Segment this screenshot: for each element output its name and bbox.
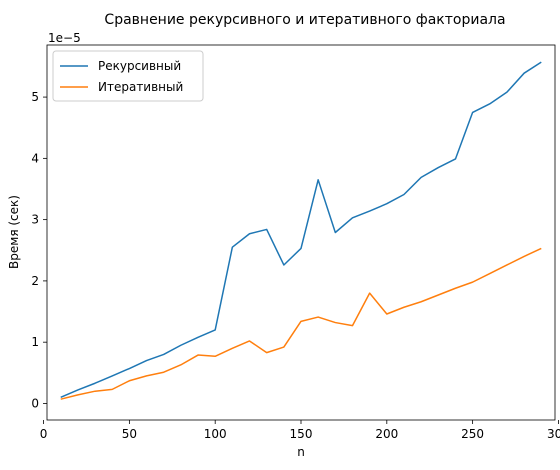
y-tick-label-4: 4 [31,151,39,165]
y-axis-ticks: 0 1 2 3 4 5 [31,90,47,410]
y-offset-label: 1e−5 [48,31,81,45]
legend: Рекурсивный Итеративный [53,51,203,101]
legend-label-iterative: Итеративный [98,80,183,94]
legend-label-recursive: Рекурсивный [98,59,181,73]
y-tick-label-5: 5 [31,90,39,104]
y-tick-label-0: 0 [31,396,39,410]
x-axis-ticks: 0 50 100 150 200 250 300 [40,420,560,441]
x-tick-label-3: 150 [290,427,313,441]
x-tick-label-5: 250 [461,427,484,441]
y-tick-label-2: 2 [31,274,39,288]
x-tick-label-1: 50 [122,427,137,441]
x-tick-label-2: 100 [204,427,227,441]
x-tick-label-4: 200 [375,427,398,441]
y-tick-label-3: 3 [31,213,39,227]
y-axis-label: Время (сек) [7,195,21,269]
x-axis-label: n [297,445,305,459]
chart-title: Сравнение рекурсивного и итеративного фа… [104,12,505,28]
x-tick-label-6: 300 [547,427,560,441]
y-tick-label-1: 1 [31,335,39,349]
x-tick-label-0: 0 [40,427,48,441]
